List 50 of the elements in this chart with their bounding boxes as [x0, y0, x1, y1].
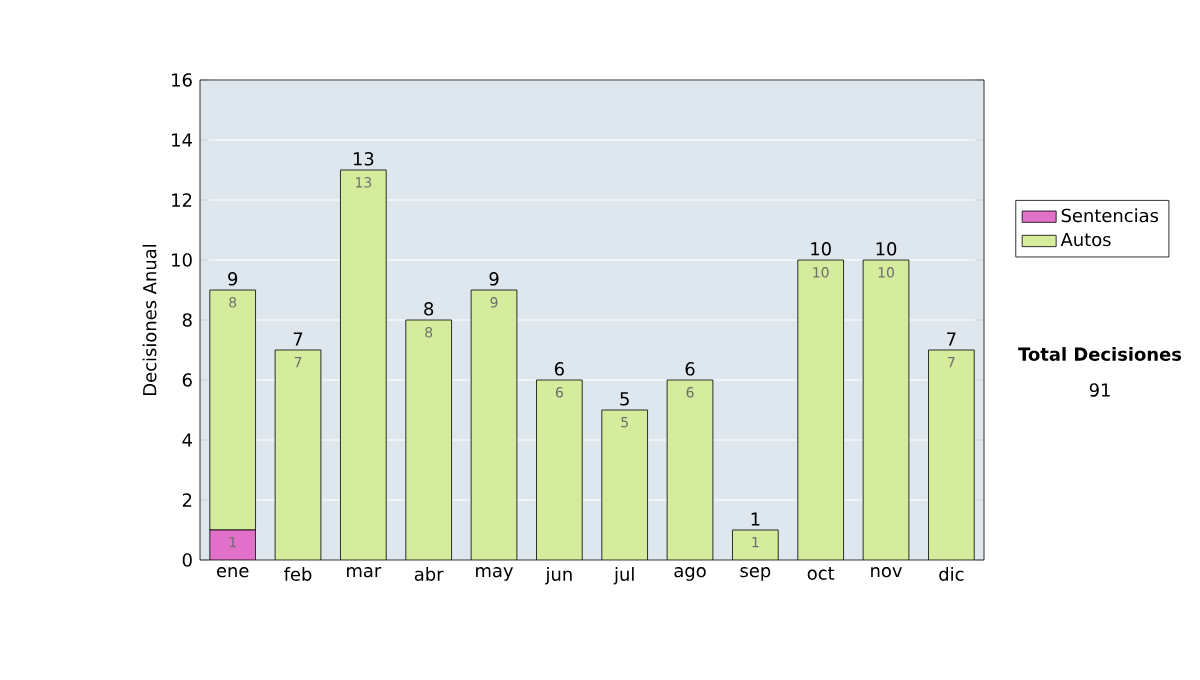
- x-tick-label: may: [476, 567, 514, 581]
- y-tick-label: 12: [172, 193, 192, 207]
- y-tick-label: 2: [182, 493, 192, 507]
- x-tick-label: nov: [871, 567, 902, 578]
- bar: [340, 169, 387, 560]
- total-label: 1: [751, 512, 760, 526]
- y-tick-label: 6: [182, 373, 192, 387]
- bar: [405, 320, 452, 560]
- x-tick-label: sep: [740, 567, 771, 581]
- total-label: 5: [620, 392, 629, 406]
- total-label: 7: [293, 332, 303, 346]
- y-tick-label: 16: [172, 73, 192, 87]
- x-tick-label: feb: [284, 567, 312, 581]
- bar: [471, 290, 517, 560]
- y-tick-label: 0: [182, 553, 192, 567]
- x-tick-label: jun: [545, 567, 572, 585]
- x-tick-label: ene: [216, 567, 249, 578]
- text: 91: [1089, 383, 1110, 397]
- total-label: 6: [685, 362, 695, 376]
- legend-label: Autos: [1060, 232, 1111, 247]
- x-tick-label: dic: [939, 567, 964, 581]
- bar: [536, 380, 583, 560]
- bar: [928, 349, 975, 560]
- bar: [732, 530, 779, 560]
- bar: [797, 260, 844, 560]
- total-label: 8: [424, 302, 434, 316]
- total-label: 6: [554, 362, 564, 376]
- x-tick-label: abr: [414, 567, 444, 581]
- bar: [275, 350, 321, 560]
- x-tick-label: jul: [613, 567, 634, 585]
- y-tick-label: 10: [172, 253, 192, 267]
- x-tick-label: ago: [674, 567, 706, 581]
- total-label: 10: [876, 242, 897, 256]
- total-label: 10: [811, 242, 831, 256]
- y-tick-label: 4: [182, 433, 192, 447]
- legend-label: Sentencias: [1061, 208, 1159, 223]
- bar: [601, 410, 648, 560]
- x-tick-label: oct: [807, 567, 835, 580]
- text: Total Decisiones: [1018, 347, 1182, 361]
- y-axis-title: Decisiones Anual: [142, 244, 157, 395]
- y-tick-label: 8: [182, 313, 192, 327]
- total-label: 13: [353, 152, 374, 166]
- total-label: 7: [947, 332, 956, 346]
- bar: [863, 260, 909, 560]
- y-tick-label: 14: [172, 133, 192, 147]
- bar: [667, 380, 713, 560]
- total-label: 9: [228, 272, 238, 286]
- total-label: 9: [489, 272, 499, 286]
- bar: [209, 289, 256, 531]
- x-tick-label: mar: [347, 567, 382, 578]
